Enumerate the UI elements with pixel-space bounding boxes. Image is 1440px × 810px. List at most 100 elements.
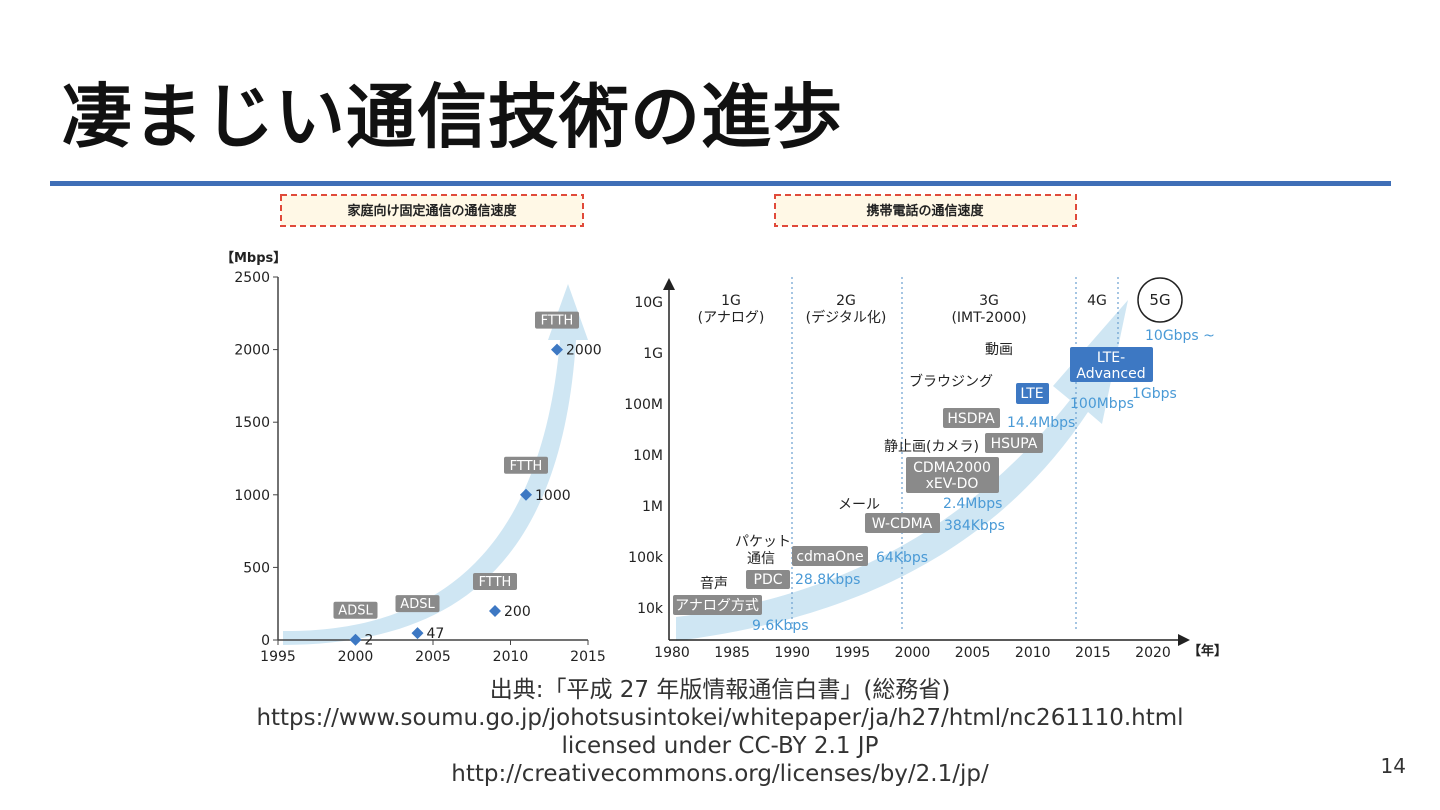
gen-3g-label: 3G	[979, 293, 999, 309]
svg-text:アナログ方式: アナログ方式	[675, 598, 759, 614]
source-line: 出典:「平成 27 年版情報通信白書」(総務省)	[489, 677, 951, 703]
svg-text:HSUPA: HSUPA	[991, 436, 1038, 452]
service-packet-2: 通信	[747, 551, 775, 567]
fixed-data-point	[489, 604, 501, 617]
page-number: 14	[1380, 754, 1406, 778]
fixed-y-tick-label: 2500	[234, 270, 270, 286]
svg-text:CDMA2000: CDMA2000	[913, 460, 991, 476]
mobile-x-tick-label: 2015	[1075, 645, 1111, 661]
license-line: licensed under CC-BY 2.1 JP	[561, 733, 879, 759]
speed-cdmaone: 64Kbps	[876, 550, 928, 566]
tag-wcdma: W-CDMA	[865, 513, 940, 533]
mobile-x-tick-label: 1995	[835, 645, 871, 661]
tag-pdc: PDC	[746, 570, 790, 589]
fixed-data-point	[349, 633, 362, 646]
fixed-data-point	[520, 488, 532, 501]
fixed-y-tick-label: 500	[243, 560, 270, 576]
license-url[interactable]: http://creativecommons.org/licenses/by/2…	[451, 761, 989, 787]
gen-5g-circle	[1137, 277, 1183, 323]
fixed-tech-tag	[395, 595, 440, 613]
service-camera: 静止画(カメラ)	[884, 439, 979, 455]
tag-hsdpa: HSDPA	[943, 408, 1000, 428]
mobile-chart-title-box	[774, 194, 1077, 227]
mobile-x-tick-label: 1980	[654, 645, 690, 661]
service-packet-1: パケット	[735, 534, 791, 550]
mobile-chart-title: 携帯電話の通信速度	[866, 203, 984, 219]
svg-text:W-CDMA: W-CDMA	[872, 516, 933, 532]
fixed-x-tick-label: 1995	[260, 649, 296, 665]
speed-analog: 9.6Kbps	[752, 618, 809, 634]
source-url[interactable]: https://www.soumu.go.jp/johotsusintokei/…	[256, 705, 1184, 731]
fixed-point-label: 2	[365, 633, 374, 649]
mobile-y-tick-label: 10G	[634, 295, 663, 311]
fixed-line-chart: 家庭向け固定通信の通信速度 【Mbps】 0 500 1000 1500 2000 250…	[221, 194, 606, 665]
speed-hsdpa: 14.4Mbps	[1007, 415, 1075, 431]
mobile-y-tick-label: 1G	[643, 346, 663, 362]
mobile-chart: 携帯電話の通信速度 【年】 1G (アナログ) 2G (デジタル化) 3G (I…	[624, 194, 1227, 661]
service-mail: メール	[838, 497, 880, 513]
svg-text:HSDPA: HSDPA	[947, 411, 995, 427]
mobile-x-tick-label: 2020	[1135, 645, 1171, 661]
mobile-growth-arrow	[676, 300, 1128, 641]
tag-cdmaone: cdmaOne	[792, 546, 868, 566]
mobile-x-tick-label: 2010	[1015, 645, 1051, 661]
svg-text:LTE-: LTE-	[1097, 350, 1125, 366]
tag-cdma2000: CDMA2000 xEV-DO	[906, 457, 999, 493]
fixed-chart-title: 家庭向け固定通信の通信速度	[347, 203, 517, 219]
tag-analog: アナログ方式	[673, 595, 762, 615]
svg-text:Advanced: Advanced	[1076, 366, 1145, 382]
mobile-x-tick-label: 1990	[774, 645, 810, 661]
fixed-tech-tag	[333, 601, 378, 619]
fixed-point-label: 1000	[535, 488, 571, 504]
gen-1g-note: (アナログ)	[698, 310, 765, 326]
fixed-point-label: 47	[427, 626, 445, 642]
title-underline	[50, 181, 1391, 186]
mobile-x-tick-label: 1985	[714, 645, 750, 661]
fixed-x-tick-label: 2005	[415, 649, 451, 665]
fixed-tech-tag	[473, 572, 517, 590]
service-browsing: ブラウジング	[909, 373, 993, 390]
gen-4g-label: 4G	[1087, 293, 1107, 309]
svg-text:xEV-DO: xEV-DO	[926, 476, 979, 492]
fixed-y-tick-label: 0	[261, 633, 270, 649]
mobile-y-tick-label: 100M	[624, 397, 663, 413]
fixed-tech-tag	[504, 456, 548, 474]
service-voice: 音声	[700, 575, 728, 592]
svg-text:LTE: LTE	[1020, 386, 1043, 402]
fixed-x-tick-label: 2000	[338, 649, 374, 665]
service-video: 動画	[985, 342, 1013, 358]
chart-figure: 家庭向け固定通信の通信速度 【Mbps】 0 500 1000 1500 2000 250…	[221, 194, 1227, 665]
speed-5g: 10Gbps ~	[1145, 328, 1215, 344]
fixed-y-tick-label: 2000	[234, 343, 270, 359]
fixed-y-tick-label: 1500	[234, 415, 270, 431]
mobile-y-tick-label: 10M	[633, 448, 663, 464]
gen-5g-label: 5G	[1149, 291, 1170, 309]
tag-lte: LTE	[1016, 383, 1049, 404]
gen-2g-note: (デジタル化)	[806, 309, 887, 326]
tag-hsupa: HSUPA	[985, 433, 1043, 453]
mobile-x-unit: 【年】	[1188, 643, 1227, 659]
source-citation: 出典:「平成 27 年版情報通信白書」(総務省) https://www.sou…	[0, 676, 1440, 788]
fixed-data-point	[411, 627, 424, 640]
gen-2g-label: 2G	[836, 293, 856, 309]
tag-lte-advanced: LTE- Advanced	[1070, 347, 1153, 382]
fixed-tech-tag	[535, 311, 579, 329]
fixed-y-unit: 【Mbps】	[221, 250, 286, 266]
speed-lte: 100Mbps	[1070, 396, 1134, 412]
fixed-point-label: 2000	[566, 343, 602, 359]
fixed-x-tick-label: 2010	[493, 649, 529, 665]
generation-dividers	[791, 277, 1119, 630]
fixed-tech-tag-label: FTTH	[541, 314, 574, 329]
speed-wcdma: 384Kbps	[944, 518, 1005, 534]
mobile-x-tick-label: 2000	[895, 645, 931, 661]
mobile-x-tick-label: 2005	[955, 645, 991, 661]
fixed-y-tick-label: 1000	[234, 488, 270, 504]
fixed-chart-title-box	[280, 194, 584, 227]
fixed-tech-tag-label: ADSL	[338, 604, 373, 619]
gen-3g-note: (IMT-2000)	[951, 310, 1026, 326]
fixed-data-point	[551, 343, 563, 356]
gen-1g-label: 1G	[721, 293, 741, 309]
page-title: 凄まじい通信技術の進歩	[62, 76, 843, 158]
mobile-y-tick-label: 1M	[642, 499, 663, 515]
speed-cdma2000: 2.4Mbps	[943, 496, 1002, 512]
